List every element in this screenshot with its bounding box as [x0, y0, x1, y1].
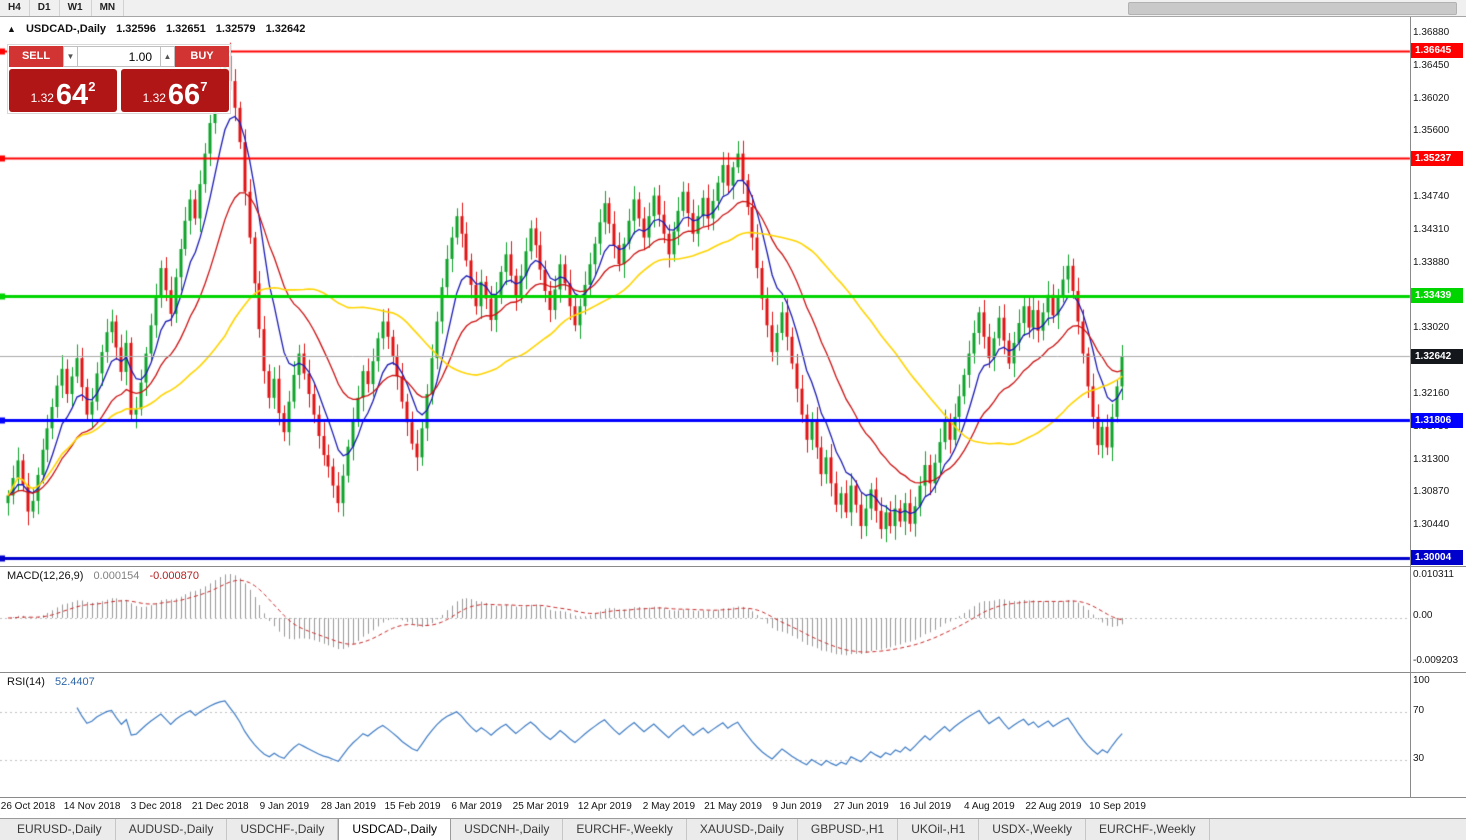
panel-separator-dates	[0, 797, 1466, 798]
volume-input[interactable]	[78, 46, 160, 67]
date-axis-label: 2 May 2019	[642, 801, 696, 812]
price-axis-label: 1.30870	[1413, 486, 1450, 498]
buy-price-prefix: 1.32	[142, 91, 166, 105]
timeframe-mn-button[interactable]: MN	[92, 0, 125, 16]
chart-tab-usdcad-daily[interactable]: USDCAD-,Daily	[338, 819, 452, 840]
buy-price-button[interactable]: 1.32 66 7	[121, 69, 229, 112]
chart-ohlc-header: ▲ USDCAD-,Daily 1.32596 1.32651 1.32579 …	[7, 23, 312, 35]
price-axis-label: 1.34310	[1413, 223, 1450, 235]
date-axis-label: 21 May 2019	[704, 801, 762, 812]
price-axis-label: 1.33880	[1413, 256, 1450, 268]
chart-tab-audusd-daily[interactable]: AUDUSD-,Daily	[116, 819, 228, 840]
price-axis-label: 1.33020	[1413, 322, 1450, 334]
chart-tab-eurchf-weekly[interactable]: EURCHF-,Weekly	[563, 819, 687, 840]
chart-tab-ukoil-h1[interactable]: UKOil-,H1	[898, 819, 980, 840]
date-axis-label: 26 Oct 2018	[0, 801, 56, 812]
date-axis-label: 21 Dec 2018	[191, 801, 249, 812]
chart-symbol-title: USDCAD-,Daily	[25, 23, 107, 35]
date-axis-label: 16 Jul 2019	[899, 801, 952, 812]
price-axis-label: 1.30440	[1413, 519, 1450, 531]
date-axis-label: 9 Jun 2019	[772, 801, 822, 812]
horizontal-scrollbar-thumb[interactable]	[1128, 2, 1457, 15]
chevron-up-icon: ▲	[163, 52, 172, 61]
chart-tab-usdchf-daily[interactable]: USDCHF-,Daily	[227, 819, 339, 840]
buy-button[interactable]: BUY	[175, 46, 229, 67]
chart-tab-eurusd-daily[interactable]: EURUSD-,Daily	[4, 819, 116, 840]
ohlc-close: 1.32642	[265, 23, 306, 35]
macd-axis-label: 0.010311	[1413, 569, 1454, 580]
price-level-badge: 1.30004	[1411, 550, 1463, 566]
rsi-label: RSI(14)	[7, 676, 45, 688]
chart-tab-usdcnh-daily[interactable]: USDCNH-,Daily	[451, 819, 564, 840]
sell-price-prefix: 1.32	[30, 91, 54, 105]
timeframe-toolbar: H4 D1 W1 MN	[0, 0, 1466, 17]
macd-signal-value: -0.000870	[149, 570, 199, 582]
date-axis-label: 9 Jan 2019	[259, 801, 310, 812]
price-axis-label: 1.34740	[1413, 191, 1450, 203]
current-price-badge: 1.32642	[1411, 348, 1463, 364]
date-axis-label: 6 Mar 2019	[451, 801, 502, 812]
ohlc-high: 1.32651	[165, 23, 206, 35]
macd-main-value: 0.000154	[93, 570, 140, 582]
buy-price-big: 66	[167, 79, 201, 112]
price-axis-label: 1.36880	[1413, 27, 1450, 38]
price-level-badge: 1.33439	[1411, 288, 1463, 304]
date-axis-label: 3 Dec 2018	[130, 801, 182, 812]
macd-indicator-header: MACD(12,26,9) 0.000154 -0.000870	[7, 570, 206, 582]
date-axis-label: 28 Jan 2019	[320, 801, 376, 812]
date-axis-label: 12 Apr 2019	[577, 801, 632, 812]
volume-decrease-button[interactable]: ▼	[63, 46, 78, 67]
timeframe-h4-button[interactable]: H4	[0, 0, 30, 16]
price-axis-label: 1.36450	[1413, 59, 1450, 71]
price-axis-label: 1.35600	[1413, 125, 1450, 137]
price-level-badge: 1.35237	[1411, 150, 1463, 166]
timeframe-d1-button[interactable]: D1	[30, 0, 60, 16]
volume-increase-button[interactable]: ▲	[160, 46, 175, 67]
sell-price-big: 64	[55, 79, 89, 112]
chart-tab-usdx-weekly[interactable]: USDX-,Weekly	[979, 819, 1087, 840]
date-axis-label: 14 Nov 2018	[63, 801, 121, 812]
price-level-badge: 1.31806	[1411, 412, 1463, 428]
tab-bar: EURUSD-,Daily AUDUSD-,Daily USDCHF-,Daily U…	[0, 818, 1466, 840]
chart-tab-gbpusd-h1[interactable]: GBPUSD-,H1	[798, 819, 899, 840]
date-axis-label: 4 Aug 2019	[964, 801, 1015, 812]
ohlc-open: 1.32596	[116, 23, 156, 35]
date-axis-label: 10 Sep 2019	[1089, 801, 1146, 812]
chart-tab-xauusd-daily[interactable]: XAUUSD-,Daily	[687, 819, 798, 840]
sell-price-sup: 2	[88, 79, 96, 94]
chart-tab-eurchf-weekly[interactable]: EURCHF-,Weekly	[1086, 819, 1210, 840]
date-axis-label: 27 Jun 2019	[833, 801, 889, 812]
timeframe-w1-button[interactable]: W1	[60, 0, 92, 16]
panel-separator-rsi[interactable]	[0, 672, 1466, 673]
date-axis-label: 25 Mar 2019	[512, 801, 569, 812]
rsi-axis-label: 100	[1413, 675, 1430, 686]
ohlc-low: 1.32579	[215, 23, 256, 35]
rsi-axis-label: 70	[1413, 705, 1425, 716]
date-axis-label: 15 Feb 2019	[384, 801, 441, 812]
panel-separator-macd[interactable]	[0, 566, 1466, 567]
one-click-trading-panel: SELL ▼ ▲ BUY 1.32 64 2 1.32 66 7	[7, 44, 231, 114]
price-level-badge: 1.36645	[1411, 43, 1463, 59]
price-axis-label: 1.32160	[1413, 388, 1450, 400]
price-axis-separator	[1410, 17, 1411, 797]
rsi-value: 52.4407	[54, 676, 95, 688]
rsi-axis-label: 30	[1413, 753, 1425, 764]
symbol-expand-icon: ▲	[7, 24, 16, 34]
rsi-indicator-header: RSI(14) 52.4407	[7, 676, 102, 688]
price-axis-label: 1.36020	[1413, 92, 1450, 104]
macd-label: MACD(12,26,9)	[7, 570, 84, 582]
macd-axis-label: 0.00	[1413, 610, 1433, 621]
chevron-down-icon: ▼	[66, 52, 75, 61]
price-axis-label: 1.31300	[1413, 453, 1450, 465]
macd-axis-label: -0.009203	[1413, 655, 1459, 666]
date-axis-label: 22 Aug 2019	[1025, 801, 1082, 812]
buy-price-sup: 7	[200, 79, 208, 94]
sell-price-button[interactable]: 1.32 64 2	[9, 69, 117, 112]
sell-button[interactable]: SELL	[9, 46, 63, 67]
